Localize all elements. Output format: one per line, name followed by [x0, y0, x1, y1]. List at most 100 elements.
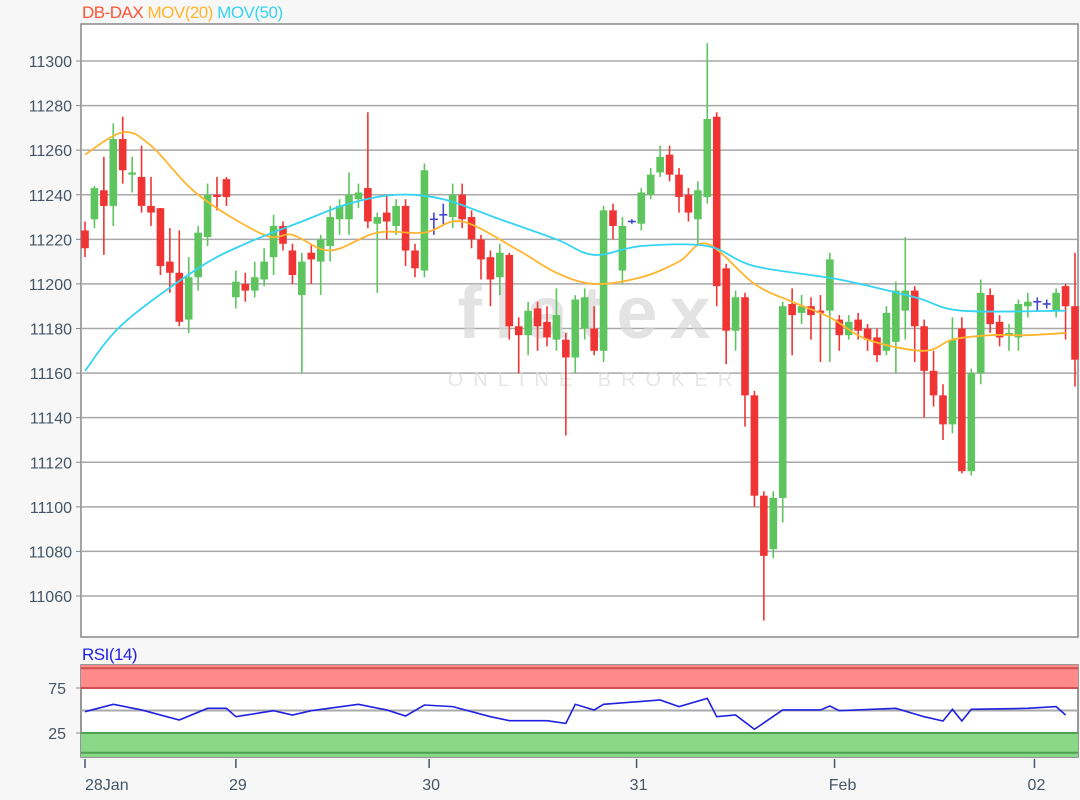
candle	[298, 252, 306, 374]
candle-body	[599, 210, 608, 351]
candle	[420, 163, 429, 278]
candle-body	[109, 139, 118, 206]
candle	[580, 288, 589, 340]
candle	[665, 145, 674, 182]
candle	[807, 297, 815, 340]
x-tick-label: 02	[1028, 777, 1046, 794]
candle-body	[646, 174, 655, 195]
candle	[467, 210, 476, 249]
candle-body	[995, 321, 1004, 338]
candle-body	[232, 281, 240, 298]
candle	[873, 328, 881, 362]
candle	[137, 145, 146, 213]
candle-body	[514, 326, 523, 336]
candle-body	[524, 310, 532, 336]
candle-body	[373, 217, 382, 224]
candle-body	[345, 194, 353, 220]
candle-body	[571, 299, 580, 358]
candle	[675, 168, 683, 213]
candle-body	[382, 212, 391, 222]
candle	[826, 252, 834, 362]
candle	[232, 270, 240, 309]
candle	[958, 317, 966, 474]
candle-body	[448, 194, 457, 218]
candle	[109, 123, 118, 226]
candle-body	[90, 188, 99, 220]
candle-body	[835, 319, 844, 336]
candle-body	[128, 172, 136, 175]
candle-body	[81, 230, 89, 249]
candle	[637, 188, 646, 231]
candle	[373, 212, 382, 293]
legend-ma50: MOV(50)	[217, 3, 283, 22]
candle	[1005, 324, 1013, 351]
candle	[816, 295, 825, 362]
y-tick-label: 11300	[29, 54, 72, 71]
candle-body	[769, 497, 778, 550]
candle-body	[637, 192, 646, 224]
candle	[995, 315, 1004, 347]
y-tick-label: 11120	[30, 455, 72, 472]
candle-body	[929, 370, 938, 396]
candle-body	[854, 319, 862, 331]
candle	[835, 315, 844, 351]
candle-body	[788, 303, 796, 316]
candle-body	[986, 295, 994, 325]
candle-body	[920, 326, 928, 371]
rsi-tick-label: 75	[48, 681, 66, 698]
candle-body	[260, 261, 268, 280]
candle	[750, 390, 759, 507]
rsi-line	[84, 697, 1067, 731]
candle-body	[307, 252, 316, 260]
x-tick-label: 30	[422, 777, 440, 794]
candle	[316, 234, 325, 296]
candle-body	[552, 315, 561, 340]
candle	[477, 234, 485, 280]
candle-body	[703, 118, 712, 197]
x-tick-label: 28Jan	[85, 777, 129, 794]
candle-body	[543, 321, 551, 338]
candle-body	[976, 292, 985, 374]
candle	[194, 225, 202, 291]
candle-body	[618, 225, 627, 271]
candle	[147, 176, 155, 226]
candle	[1033, 297, 1042, 311]
candle	[722, 263, 730, 365]
candle-body	[901, 290, 910, 311]
candle	[156, 208, 165, 275]
candle-body	[147, 205, 155, 213]
candle	[184, 257, 193, 333]
watermark-tagline: ONLINE BROKER	[448, 369, 742, 391]
candle-body	[184, 277, 193, 320]
candle	[910, 286, 919, 362]
candle	[439, 203, 448, 226]
x-tick-label: 29	[229, 777, 247, 794]
candle	[100, 156, 108, 255]
candle-body	[477, 239, 485, 260]
candle-body	[392, 205, 400, 226]
candle-body	[420, 170, 429, 271]
candle-body	[958, 328, 966, 472]
candle	[392, 199, 400, 235]
ma50-line	[84, 193, 1066, 372]
candle-body	[411, 250, 419, 269]
candle	[694, 181, 702, 247]
candle	[778, 301, 787, 523]
candle	[118, 116, 127, 184]
candle-body	[118, 139, 127, 171]
candle-body	[298, 261, 306, 296]
candle-body	[213, 194, 221, 197]
candle-body	[241, 283, 250, 291]
candle-body	[750, 395, 759, 496]
candle-body	[401, 205, 410, 251]
y-tick-label: 11280	[29, 99, 72, 116]
candle-body	[203, 194, 212, 238]
candle	[222, 176, 231, 206]
candle-body	[580, 297, 589, 329]
candle-body	[1061, 286, 1070, 307]
candle	[684, 188, 693, 222]
candle	[260, 248, 268, 287]
candle-body	[882, 312, 891, 351]
candle-body	[496, 252, 504, 278]
candle	[656, 145, 664, 177]
